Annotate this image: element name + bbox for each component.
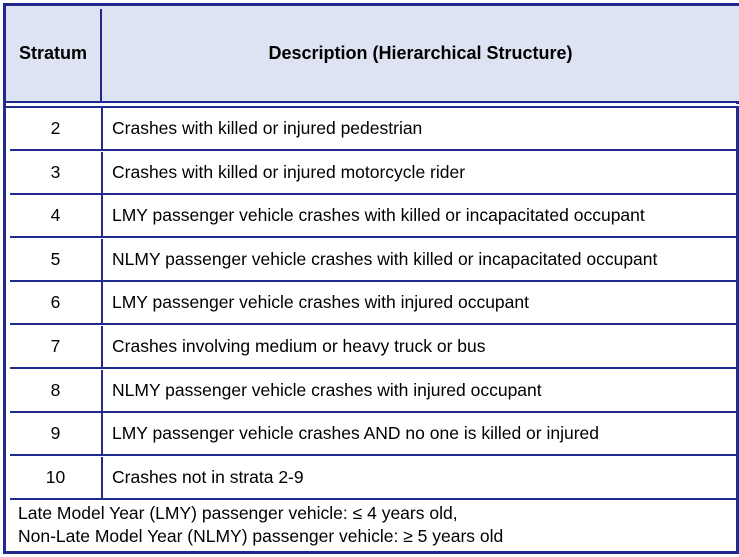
description-cell: Crashes with killed or injured pedestria…: [112, 118, 423, 138]
table-row: 4 LMY passenger vehicle crashes with kil…: [10, 195, 739, 238]
description-cell: LMY passenger vehicle crashes with kille…: [112, 205, 645, 225]
stratum-cell: 9: [10, 413, 103, 454]
footnote-lmy: Late Model Year (LMY) passenger vehicle:…: [18, 503, 458, 523]
header-divider: [100, 9, 102, 101]
description-cell: NLMY passenger vehicle crashes with kill…: [112, 249, 658, 269]
table-row: 9 LMY passenger vehicle crashes AND no o…: [10, 413, 739, 456]
footnote-nlmy: Non-Late Model Year (NLMY) passenger veh…: [18, 526, 504, 546]
description-cell: LMY passenger vehicle crashes AND no one…: [112, 423, 600, 443]
header-stratum: Stratum: [18, 43, 87, 63]
description-cell: Crashes not in strata 2-9: [112, 467, 304, 487]
stratum-cell: 8: [10, 370, 103, 411]
table-header: [6, 6, 739, 101]
stratum-cell: 5: [10, 239, 103, 280]
header-separator: [6, 101, 739, 103]
header-description: Description (Hierarchical Structure): [268, 43, 573, 63]
table-row: 3 Crashes with killed or injured motorcy…: [10, 152, 739, 195]
stratum-cell: 3: [10, 152, 103, 193]
table-row: 7 Crashes involving medium or heavy truc…: [10, 326, 739, 369]
header-separator-lower: [6, 106, 739, 108]
table-row: 5 NLMY passenger vehicle crashes with ki…: [10, 239, 739, 282]
table-row: 8 NLMY passenger vehicle crashes with in…: [10, 370, 739, 413]
table-row: 2 Crashes with killed or injured pedestr…: [10, 108, 739, 151]
description-cell: NLMY passenger vehicle crashes with inju…: [112, 380, 542, 400]
stratum-cell: 2: [10, 108, 103, 149]
header-gap: [6, 104, 739, 107]
stratum-cell: 4: [10, 195, 103, 236]
stratum-cell: 7: [10, 326, 103, 367]
description-cell: Crashes involving medium or heavy truck …: [112, 336, 486, 356]
table-row: 10 Crashes not in strata 2-9: [10, 457, 739, 500]
description-cell: LMY passenger vehicle crashes with injur…: [112, 292, 529, 312]
table-row: 6 LMY passenger vehicle crashes with inj…: [10, 282, 739, 325]
description-cell: Crashes with killed or injured motorcycl…: [112, 162, 466, 182]
stratum-cell: 10: [10, 457, 103, 498]
stratum-cell: 6: [10, 282, 103, 323]
